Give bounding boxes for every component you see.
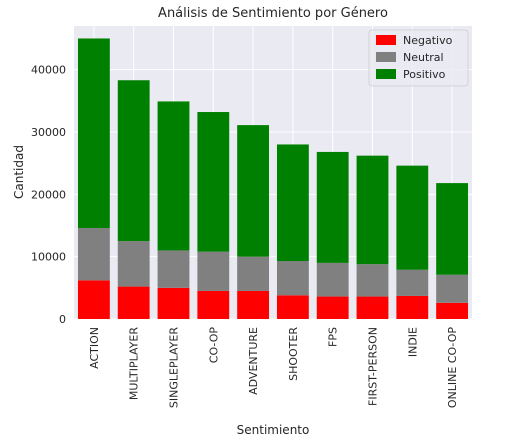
bar-positivo-adventure <box>237 125 270 257</box>
y-tick-label: 20000 <box>31 188 66 201</box>
x-tick-label: SHOOTER <box>287 327 300 381</box>
bar-positivo-singleplayer <box>157 101 190 251</box>
y-tick-label: 0 <box>59 313 66 326</box>
bar-negativo-first-person <box>356 296 389 319</box>
y-ticks: 0 10000 20000 30000 40000 <box>31 64 66 326</box>
bar-negativo-action <box>77 280 110 319</box>
bar-negativo-indie <box>396 295 429 319</box>
bar-negativo-singleplayer <box>157 287 190 319</box>
y-axis-label: Cantidad <box>12 145 26 199</box>
x-tick-label: FIRST-PERSON <box>367 327 380 406</box>
legend-swatch-neutral <box>376 52 396 62</box>
bar-positivo-online co-op <box>436 183 469 275</box>
bar-negativo-co-op <box>197 290 230 319</box>
bar-neutral-multiplayer <box>117 241 150 287</box>
bars-group <box>77 38 469 319</box>
bar-negativo-shooter <box>276 295 309 319</box>
x-tick-label: MULTIPLAYER <box>128 327 141 400</box>
bar-neutral-fps <box>316 262 349 297</box>
bar-positivo-co-op <box>197 112 230 252</box>
legend: Negativo Neutral Positivo <box>368 29 469 87</box>
bar-positivo-multiplayer <box>117 80 150 242</box>
y-tick-label: 30000 <box>31 126 66 139</box>
bar-positivo-fps <box>316 151 349 263</box>
bar-neutral-online co-op <box>436 274 469 303</box>
bar-negativo-fps <box>316 296 349 319</box>
bar-positivo-action <box>77 38 110 228</box>
x-tick-label: ADVENTURE <box>247 327 260 395</box>
x-tick-label: INDIE <box>406 327 419 357</box>
bar-neutral-first-person <box>356 264 389 297</box>
x-ticks: ACTION MULTIPLAYER SINGLEPLAYER CO-OP ADVENT… <box>88 327 459 409</box>
legend-swatch-negativo <box>376 35 396 45</box>
legend-label-positivo: Positivo <box>403 68 446 81</box>
bar-neutral-indie <box>396 269 429 296</box>
bar-positivo-indie <box>396 165 429 270</box>
bar-negativo-multiplayer <box>117 286 150 319</box>
bar-positivo-shooter <box>276 144 309 262</box>
bar-negativo-adventure <box>237 290 270 319</box>
legend-swatch-positivo <box>376 69 396 79</box>
x-tick-label: ACTION <box>88 327 101 369</box>
legend-label-negativo: Negativo <box>403 34 453 47</box>
chart-title: Análisis de Sentimiento por Género <box>158 6 388 21</box>
bar-negativo-online co-op <box>436 302 469 319</box>
bar-neutral-co-op <box>197 251 230 291</box>
x-tick-label: FPS <box>327 327 340 347</box>
bar-positivo-first-person <box>356 155 389 265</box>
x-tick-label: SINGLEPLAYER <box>168 327 181 408</box>
bar-neutral-action <box>77 227 110 281</box>
x-axis-label: Sentimiento <box>237 423 310 437</box>
x-tick-label: CO-OP <box>207 327 220 364</box>
y-tick-label: 10000 <box>31 251 66 264</box>
bar-neutral-shooter <box>276 261 309 296</box>
x-tick-label: ONLINE CO-OP <box>446 327 459 409</box>
bar-neutral-adventure <box>237 256 270 291</box>
bar-neutral-singleplayer <box>157 250 190 288</box>
y-tick-label: 40000 <box>31 64 66 77</box>
legend-label-neutral: Neutral <box>403 51 444 64</box>
